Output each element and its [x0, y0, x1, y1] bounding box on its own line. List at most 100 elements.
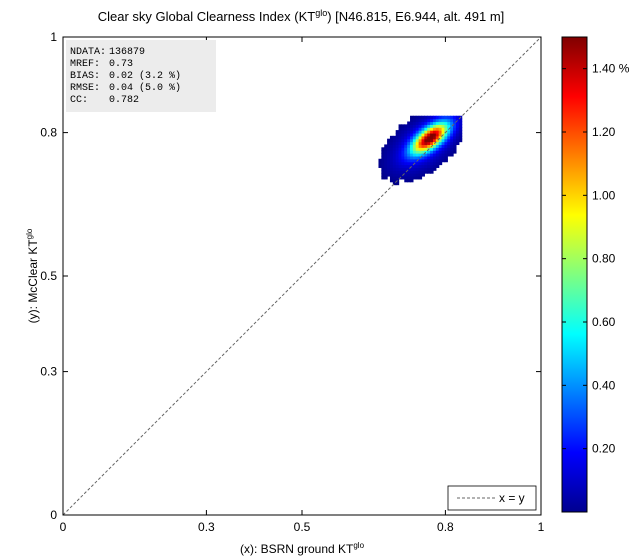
density-cell: [381, 161, 385, 166]
density-cell: [412, 167, 417, 171]
density-cell: [450, 130, 454, 134]
density-cell: [430, 150, 434, 154]
density-cell: [404, 130, 408, 134]
density-cell: [407, 161, 411, 166]
density-cell: [398, 153, 403, 157]
density-cell: [455, 135, 460, 140]
density-cell: [435, 164, 440, 168]
density-cell: [421, 121, 425, 125]
density-cell: [415, 175, 420, 180]
density-cell: [392, 153, 397, 157]
density-cell: [421, 132, 425, 137]
density-cell: [455, 118, 460, 123]
legend: x = y: [447, 485, 537, 511]
stats-box-background: [66, 40, 216, 112]
density-cell: [438, 115, 443, 120]
density-cell: [404, 153, 408, 157]
density-cell: [401, 144, 405, 148]
x-tick-label: 0.3: [198, 520, 215, 534]
density-cell: [427, 167, 431, 171]
density-cell: [407, 121, 411, 125]
density-cell: [435, 124, 440, 128]
density-cell: [453, 135, 457, 140]
density-cell: [404, 158, 408, 163]
density-cell: [392, 175, 397, 180]
density-cell: [412, 147, 417, 151]
density-cell: [404, 127, 408, 131]
density-cell: [389, 164, 394, 168]
density-cell: [438, 150, 443, 154]
density-cell: [432, 118, 437, 123]
density-cell: [410, 164, 414, 168]
density-cell: [427, 155, 431, 160]
density-cell: [432, 167, 437, 171]
density-cell: [398, 155, 403, 160]
density-cell: [418, 135, 423, 140]
density-cell: [444, 153, 448, 157]
density-cell: [384, 155, 388, 160]
density-cell: [401, 153, 405, 157]
density-cell: [421, 173, 425, 177]
density-cell: [427, 161, 431, 166]
density-cell: [432, 127, 437, 131]
density-cell: [438, 132, 443, 137]
density-cell: [435, 161, 440, 166]
density-cell: [401, 130, 405, 134]
density-cell: [427, 150, 431, 154]
density-cell: [412, 164, 417, 168]
density-cell: [427, 170, 431, 174]
density-cell: [401, 135, 405, 140]
density-cell: [387, 170, 391, 174]
density-cell: [450, 115, 454, 120]
density-cell: [447, 135, 451, 140]
stats-value: 0.04 (5.0 %): [109, 82, 181, 94]
density-cell: [432, 155, 437, 160]
density-cell: [450, 138, 454, 143]
colorbar-tick-label: 0.80: [592, 252, 616, 266]
density-cell: [438, 130, 443, 134]
density-cell: [418, 170, 423, 174]
density-cell: [441, 135, 446, 140]
density-cell: [421, 155, 425, 160]
density-cell: [412, 132, 417, 137]
density-cell: [410, 170, 414, 174]
density-cell: [418, 118, 423, 123]
density-cell: [412, 130, 417, 134]
y-axis-label: (y): McClear KTglo: [25, 228, 40, 323]
density-cell: [378, 161, 382, 166]
density-cell: [410, 127, 414, 131]
density-cell: [432, 130, 437, 134]
density-cell: [410, 155, 414, 160]
density-cell: [407, 158, 411, 163]
density-cell: [384, 167, 388, 171]
density-cell: [412, 141, 417, 146]
density-cell: [432, 124, 437, 128]
density-cell: [387, 167, 391, 171]
density-cell: [381, 173, 385, 177]
density-cell: [398, 135, 403, 140]
density-cell: [447, 121, 451, 125]
density-cell: [441, 127, 446, 131]
density-cell: [407, 132, 411, 137]
density-cell: [387, 164, 391, 168]
density-cell: [458, 132, 463, 137]
density-cell: [395, 138, 400, 143]
density-cell: [435, 155, 440, 160]
density-cell: [424, 158, 428, 163]
density-cell: [401, 138, 405, 143]
x-tick-label: 1: [538, 520, 545, 534]
density-cell: [424, 147, 428, 151]
colorbar-tick-label: 1.00: [592, 188, 616, 202]
colorbar-tick-label: 1.20: [592, 125, 616, 139]
density-cell: [384, 164, 388, 168]
density-cell: [430, 167, 434, 171]
density-cell: [398, 158, 403, 163]
density-cell: [381, 153, 385, 157]
density-cell: [421, 164, 425, 168]
density-cell: [412, 155, 417, 160]
density-cell: [384, 175, 388, 180]
density-cell: [421, 170, 425, 174]
density-cell: [392, 178, 397, 183]
density-cell: [404, 161, 408, 166]
density-cell: [453, 121, 457, 125]
